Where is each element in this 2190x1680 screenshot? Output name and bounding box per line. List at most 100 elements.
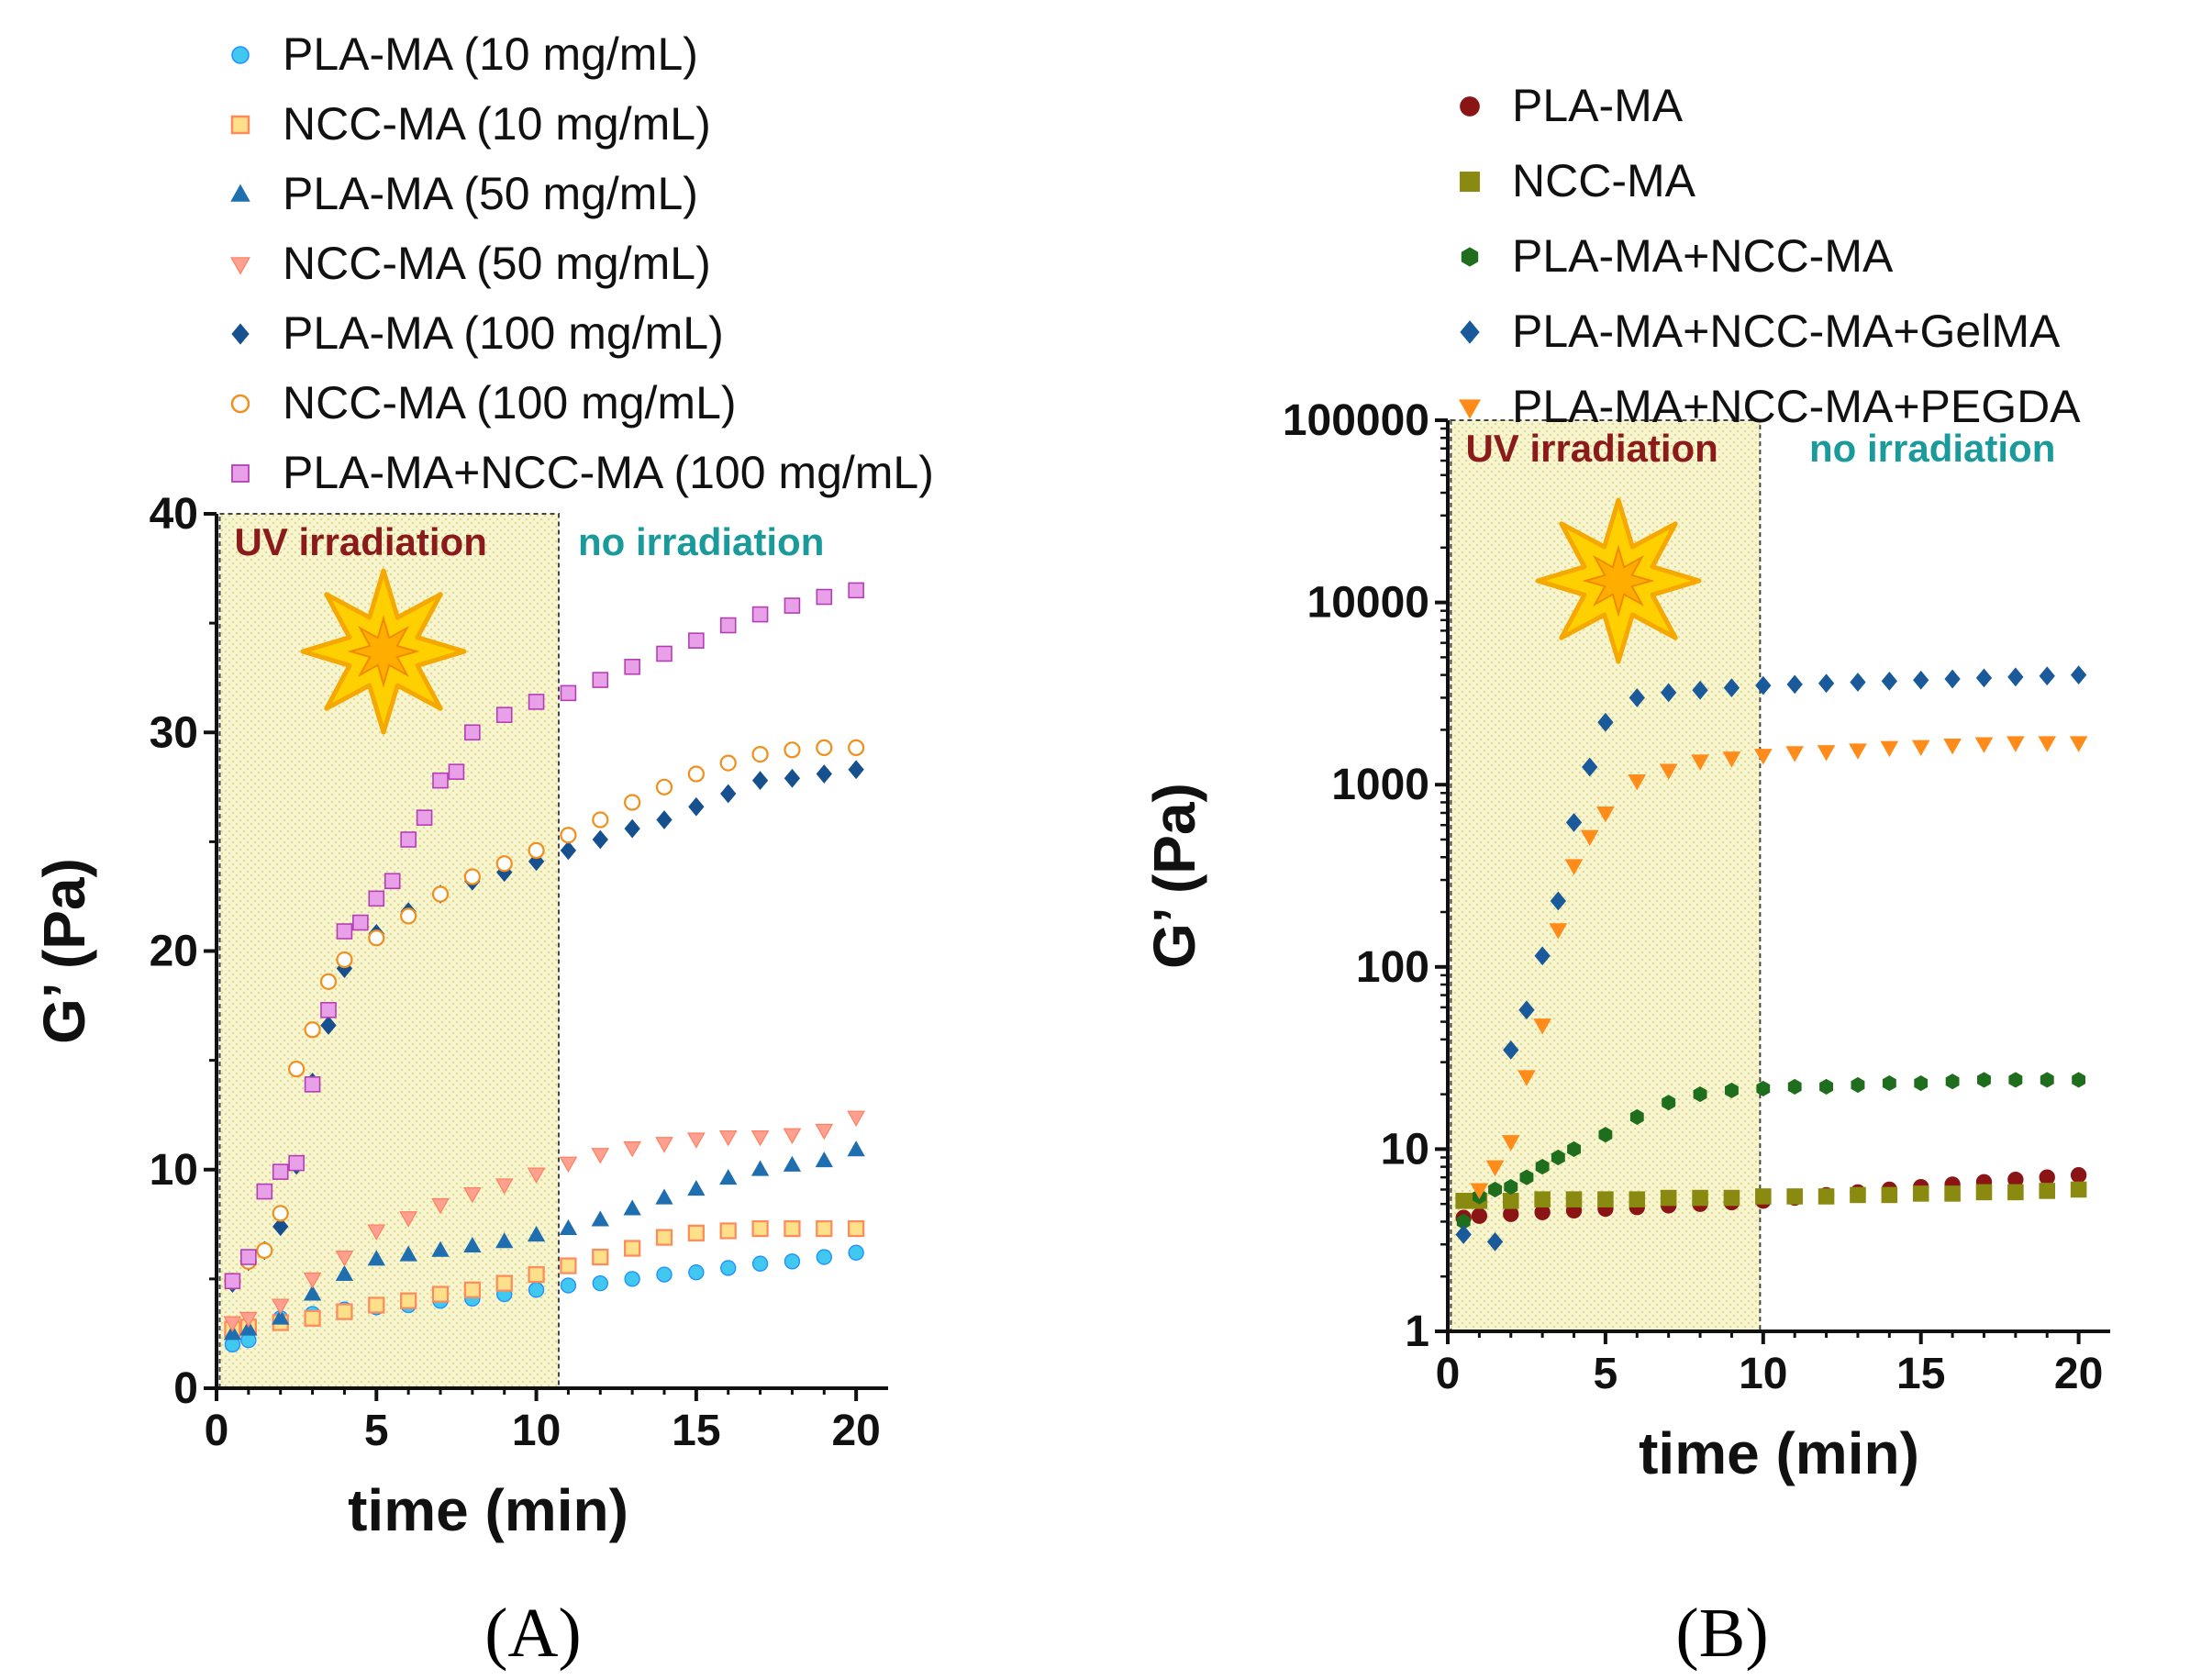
data-point (1913, 670, 1929, 690)
data-point (2070, 665, 2087, 685)
data-point (655, 1229, 673, 1246)
data-point (559, 1156, 578, 1174)
data-point (336, 1303, 353, 1320)
data-point (1504, 1179, 1518, 1196)
data-point (1944, 669, 1961, 689)
data-point (304, 1076, 321, 1093)
legend-label: PLA-MA (1512, 80, 1684, 131)
data-point (464, 724, 481, 741)
legend-marker (231, 323, 250, 345)
data-point (1975, 668, 1993, 688)
data-point (816, 1219, 833, 1238)
data-point (751, 745, 769, 763)
data-point (847, 1140, 865, 1157)
data-point (2039, 666, 2055, 686)
data-point (256, 1241, 273, 1260)
data-point (1580, 829, 1599, 847)
y-tick-label: 10 (150, 1146, 198, 1195)
data-point (1551, 1149, 1565, 1166)
data-point (368, 890, 385, 907)
data-point (1881, 671, 1897, 691)
legend-label: NCC-MA (10 mg/mL) (283, 98, 711, 150)
data-point (1914, 1075, 1929, 1092)
data-point (592, 672, 609, 688)
data-point (1880, 740, 1899, 758)
data-point (1488, 1181, 1502, 1198)
data-point (815, 1152, 833, 1168)
data-point (1818, 673, 1835, 694)
data-point (592, 1274, 608, 1292)
data-point (1725, 1082, 1739, 1098)
data-point (384, 873, 401, 890)
legend-label: NCC-MA (50 mg/mL) (283, 238, 711, 289)
legend-label: PLA-MA (50 mg/mL) (283, 168, 698, 219)
data-point (847, 1110, 865, 1127)
legend-label: PLA-MA (100 mg/mL) (283, 307, 724, 359)
data-point (1629, 1108, 1644, 1125)
data-point (1912, 1185, 1929, 1202)
data-point (1692, 1189, 1708, 1207)
data-point (1850, 673, 1866, 692)
uv-irradiation-label: UV irradiation (1465, 427, 1718, 470)
data-point (848, 760, 864, 780)
data-point (592, 1248, 609, 1266)
data-point (1755, 675, 1772, 695)
series-4 (1455, 665, 2087, 1252)
legend-item: NCC-MA (100 mg/mL) (230, 377, 737, 428)
data-point (495, 1232, 514, 1249)
x-tick-label: 10 (512, 1407, 561, 1455)
data-point (2008, 1072, 2023, 1088)
data-point (1486, 1232, 1504, 1252)
data-point (750, 1160, 770, 1176)
data-point (560, 840, 577, 861)
data-point (1977, 1072, 1991, 1088)
data-point (495, 1274, 513, 1292)
data-point (1692, 680, 1708, 700)
data-point (336, 951, 353, 969)
data-point (1722, 751, 1741, 768)
data-point (1723, 678, 1740, 698)
sun-icon-core (1582, 544, 1655, 617)
legend-marker (230, 115, 250, 135)
data-point (591, 1148, 610, 1164)
data-point (848, 739, 865, 757)
data-point (848, 582, 864, 599)
data-point (528, 1265, 545, 1284)
legend-label: NCC-MA (1512, 155, 1696, 206)
data-point (272, 1205, 289, 1222)
data-point (1518, 1000, 1535, 1020)
data-point (400, 831, 417, 848)
data-point (687, 1132, 706, 1149)
data-point (720, 1260, 737, 1276)
data-point (528, 1282, 545, 1298)
chart-panel-a: UV irradiation no irradiation 0 5 10 15 20 0 10 2… (31, 28, 934, 1672)
data-point (528, 694, 545, 710)
legend-item: PLA-MA (50 mg/mL) (230, 168, 698, 219)
y-tick-label: 100000 (1283, 396, 1429, 445)
data-point (1851, 1076, 1865, 1094)
data-point (303, 1272, 322, 1289)
legend-marker (230, 257, 250, 275)
data-point (352, 914, 369, 931)
data-point (2039, 1169, 2055, 1185)
legend-label: PLA-MA+NCC-MA+PEGDA (1512, 381, 2081, 432)
data-point (1817, 745, 1836, 762)
y-axis-label: G’ (Pa) (1141, 783, 1207, 969)
data-point (1787, 1078, 1802, 1095)
legend-marker (1460, 320, 1480, 344)
data-point (432, 772, 449, 789)
data-point (463, 1281, 481, 1298)
data-point (335, 1264, 354, 1282)
legend-marker (230, 184, 250, 202)
data-point (1597, 712, 1614, 732)
x-tick-label: 20 (2054, 1350, 2103, 1398)
data-point (527, 1226, 546, 1242)
data-point (319, 973, 338, 990)
x-axis-label: time (min) (1639, 1420, 1919, 1486)
data-point (463, 1236, 482, 1253)
x-tick-label: 20 (831, 1407, 880, 1455)
data-point (1723, 1189, 1740, 1207)
data-point (560, 827, 577, 844)
data-point (559, 1218, 578, 1235)
data-point (623, 1140, 641, 1158)
